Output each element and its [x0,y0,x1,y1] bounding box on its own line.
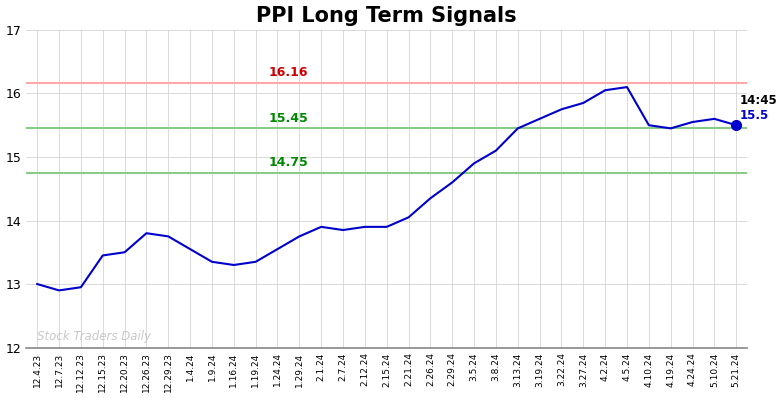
Text: 16.16: 16.16 [269,66,308,80]
Title: PPI Long Term Signals: PPI Long Term Signals [256,6,517,25]
Text: 14.75: 14.75 [269,156,308,169]
Text: 15.5: 15.5 [739,109,769,122]
Text: 15.45: 15.45 [269,111,308,125]
Text: Stock Traders Daily: Stock Traders Daily [37,330,151,343]
Text: 14:45: 14:45 [739,94,777,107]
